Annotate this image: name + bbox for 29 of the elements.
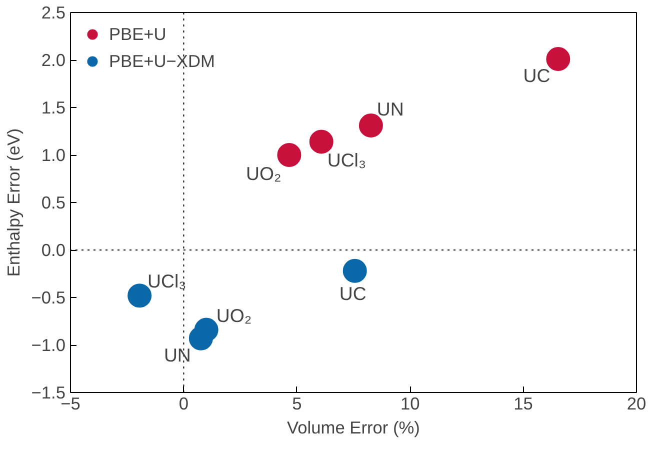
x-axis-title: Volume Error (%) xyxy=(287,418,420,438)
point xyxy=(342,258,367,283)
y-tick-label: 0.5 xyxy=(41,192,66,212)
point xyxy=(277,143,302,167)
x-tick-label: 5 xyxy=(292,394,302,414)
y-tick-label: 0.0 xyxy=(41,240,66,260)
annotation: UN xyxy=(164,344,191,366)
y-axis-title: Enthalpy Error (eV) xyxy=(3,128,24,277)
annotation: UN xyxy=(376,98,404,120)
x-tick-label: 20 xyxy=(626,394,646,414)
y-tick-label: 1.0 xyxy=(41,145,66,165)
annotation: UC xyxy=(523,65,550,86)
y-tick-label: −1.0 xyxy=(31,335,66,355)
x-tick-label: 0 xyxy=(178,394,189,414)
annotation: UC xyxy=(339,282,366,304)
annotation: UO₂ xyxy=(246,163,282,184)
legend-label: PBE+U−XDM xyxy=(109,50,215,72)
y-tick-label: 1.5 xyxy=(41,98,66,118)
y-tick-label: −0.5 xyxy=(31,288,66,308)
point xyxy=(188,326,213,350)
x-tick-label: 15 xyxy=(514,394,533,414)
annotation: UCl₃ xyxy=(327,150,366,171)
x-tick-label: 10 xyxy=(400,394,420,414)
y-tick-label: 2.5 xyxy=(41,2,66,22)
annotation: UO₂ xyxy=(216,304,252,326)
legend-label: PBE+U xyxy=(109,24,166,44)
y-tick-label: 2.0 xyxy=(41,50,66,70)
annotation: UCl₃ xyxy=(148,270,186,292)
point xyxy=(309,130,334,154)
